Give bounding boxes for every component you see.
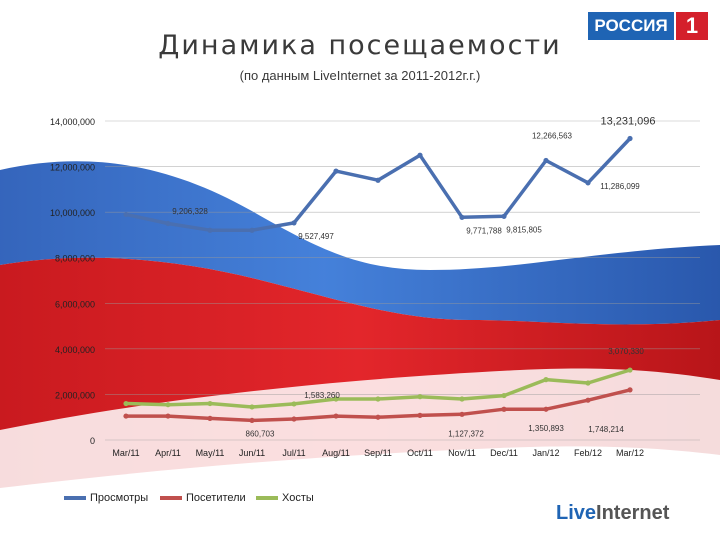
y-tick-label: 14,000,000 <box>50 117 95 127</box>
x-tick-label: Mar/11 <box>112 448 139 458</box>
data-point-visitors <box>375 414 381 420</box>
data-point-views <box>627 135 633 142</box>
x-tick-label: Apr/11 <box>155 448 181 458</box>
data-point-views <box>585 180 591 186</box>
data-point-hosts <box>165 402 171 408</box>
chart-subtitle: (по данным LiveInternet за 2011-2012г.г.… <box>239 68 481 83</box>
data-point-hosts <box>543 377 549 383</box>
x-tick-label: Dec/11 <box>490 448 518 458</box>
y-tick-label: 8,000,000 <box>55 254 95 264</box>
data-point-visitors <box>543 406 549 412</box>
x-tick-label: Jan/12 <box>532 448 559 458</box>
x-tick-label: Sep/11 <box>364 448 392 458</box>
x-tick-label: Mar/12 <box>616 448 644 458</box>
data-point-visitors <box>165 413 171 419</box>
channel-logo: РОССИЯ 1 <box>588 12 708 40</box>
data-label: 1,350,893 <box>528 424 564 433</box>
data-label: 9,206,328 <box>172 207 208 216</box>
provider-logo: LiveInternet <box>556 502 669 525</box>
data-point-visitors <box>207 415 213 421</box>
data-point-hosts <box>333 396 339 402</box>
data-label: 1,583,260 <box>304 391 340 400</box>
legend-label-hosts: Хосты <box>282 492 314 504</box>
x-tick-label: Jun/11 <box>239 448 265 458</box>
data-label: 13,231,096 <box>600 116 655 128</box>
data-label: 11,286,099 <box>600 182 640 191</box>
data-label: 9,771,788 <box>466 226 502 235</box>
data-point-visitors <box>249 417 255 423</box>
chart-title: Динамика посещаемости <box>158 30 562 61</box>
channel-logo-number: 1 <box>676 12 708 40</box>
data-label: 1,748,214 <box>588 425 624 434</box>
legend-swatch-views <box>64 496 86 501</box>
data-point-hosts <box>207 400 213 407</box>
series-line-views <box>124 136 632 232</box>
data-point-views <box>165 220 171 227</box>
data-point-visitors <box>501 406 507 412</box>
x-tick-label: Feb/12 <box>574 448 602 458</box>
data-point-views <box>123 211 129 218</box>
data-point-views <box>207 227 213 233</box>
legend-label-views: Просмотры <box>90 492 149 504</box>
data-point-visitors <box>123 413 129 419</box>
legend-swatch-hosts <box>256 496 278 501</box>
data-point-hosts <box>501 392 507 399</box>
data-point-visitors <box>333 413 339 419</box>
data-point-views <box>333 168 339 174</box>
data-point-views <box>375 177 381 183</box>
data-point-hosts <box>585 380 591 386</box>
data-point-views <box>459 214 465 220</box>
y-tick-label: 6,000,000 <box>55 299 95 309</box>
data-point-visitors <box>459 411 465 417</box>
y-tick-label: 2,000,000 <box>55 390 95 400</box>
x-tick-label: Aug/11 <box>322 448 350 458</box>
data-point-views <box>249 227 255 233</box>
legend-label-visitors: Посетители <box>186 492 246 504</box>
legend-item-visitors: Посетители <box>160 492 246 504</box>
data-label: 3,070,330 <box>608 347 644 356</box>
data-label: 12,266,563 <box>532 131 573 140</box>
x-tick-label: Nov/11 <box>448 448 476 458</box>
legend-item-views: Просмотры <box>64 492 148 504</box>
data-point-hosts <box>291 401 297 407</box>
data-label: 9,527,497 <box>298 232 334 241</box>
legend-item-hosts: Хосты <box>256 492 314 504</box>
legend-swatch-visitors <box>160 496 182 501</box>
data-point-visitors <box>585 397 591 403</box>
data-label: 860,703 <box>246 429 275 438</box>
data-point-views <box>543 157 549 164</box>
data-point-views <box>417 152 423 158</box>
provider-logo-part1: Live <box>556 502 597 524</box>
channel-logo-text: РОССИЯ <box>588 12 674 40</box>
x-tick-label: Jul/11 <box>282 448 305 458</box>
data-label: 9,815,805 <box>506 225 542 234</box>
data-point-visitors <box>417 412 423 418</box>
data-point-visitors <box>627 387 633 393</box>
y-tick-label: 12,000,000 <box>50 163 95 173</box>
x-tick-label: Oct/11 <box>407 448 433 458</box>
data-point-hosts <box>375 396 381 402</box>
data-point-hosts <box>417 394 423 400</box>
provider-logo-part2: Internet <box>596 502 670 524</box>
data-point-hosts <box>123 400 129 407</box>
data-point-views <box>501 213 507 219</box>
data-point-hosts <box>627 367 633 373</box>
data-point-hosts <box>249 404 255 410</box>
y-tick-label: 4,000,000 <box>55 345 95 355</box>
y-tick-label: 10,000,000 <box>50 208 95 218</box>
x-tick-label: May/11 <box>196 448 225 458</box>
data-point-views <box>291 220 297 226</box>
data-point-hosts <box>459 396 465 402</box>
data-label: 1,127,372 <box>448 429 484 438</box>
y-tick-label: 0 <box>90 436 95 446</box>
data-point-visitors <box>291 416 297 422</box>
